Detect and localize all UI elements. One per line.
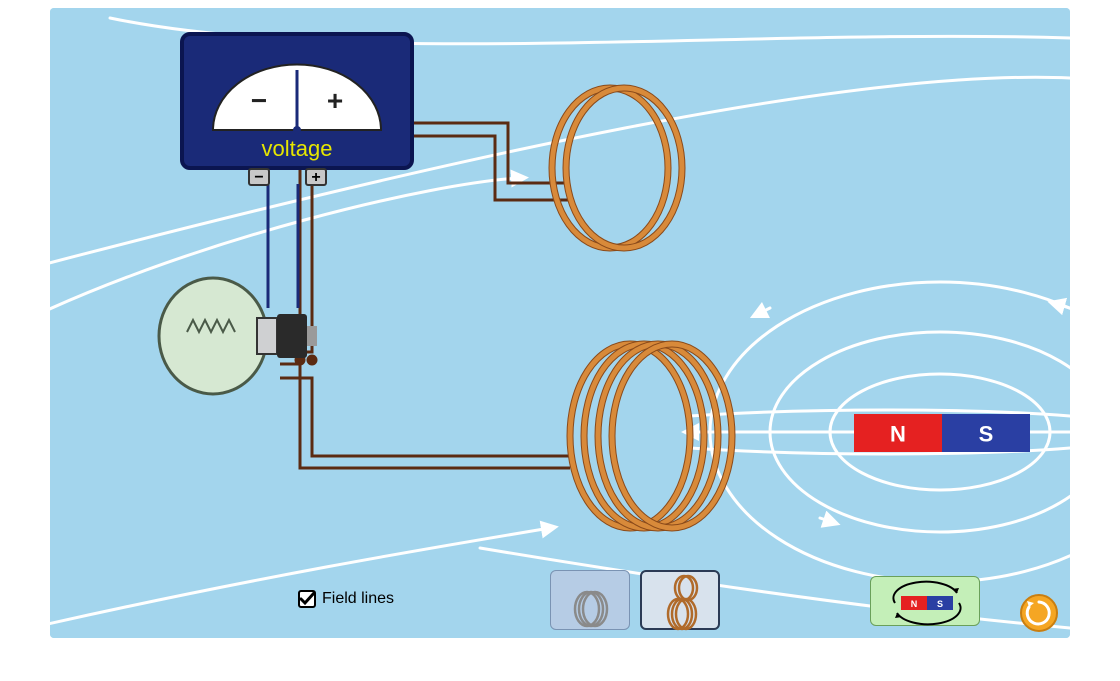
voltmeter-terminal-neg: − [248, 168, 270, 186]
voltmeter-terminal-pos: + [305, 168, 327, 186]
coil-single-icon [551, 571, 631, 631]
field-lines-checkbox[interactable] [298, 590, 316, 608]
magnet-n-label: N [890, 422, 906, 447]
reset-button[interactable] [1020, 594, 1058, 632]
flip-magnet-button[interactable]: N S [870, 576, 980, 626]
coil-double-icon [642, 572, 722, 632]
coil-option-single-button[interactable] [550, 570, 630, 630]
simulation-stage: − + voltage N S − + Field lines [50, 8, 1070, 638]
voltmeter-label: voltage [262, 136, 333, 161]
flip-n-label: N [911, 599, 918, 609]
reset-icon [1022, 596, 1056, 630]
terminal-neg-label: − [254, 169, 263, 186]
voltmeter-minus: − [251, 85, 267, 116]
terminal-pos-label: + [311, 169, 320, 186]
voltmeter-plus: + [327, 85, 343, 116]
bar-magnet[interactable]: N S [854, 414, 1030, 452]
coil-option-double-button[interactable] [640, 570, 720, 630]
field-lines-label: Field lines [322, 590, 394, 608]
flip-magnet-icon: N S [871, 577, 981, 627]
flip-s-label: S [937, 599, 943, 609]
scene-svg: − + voltage N S [50, 8, 1070, 638]
voltmeter[interactable]: − + voltage [182, 34, 412, 168]
magnet-s-label: S [979, 422, 994, 447]
